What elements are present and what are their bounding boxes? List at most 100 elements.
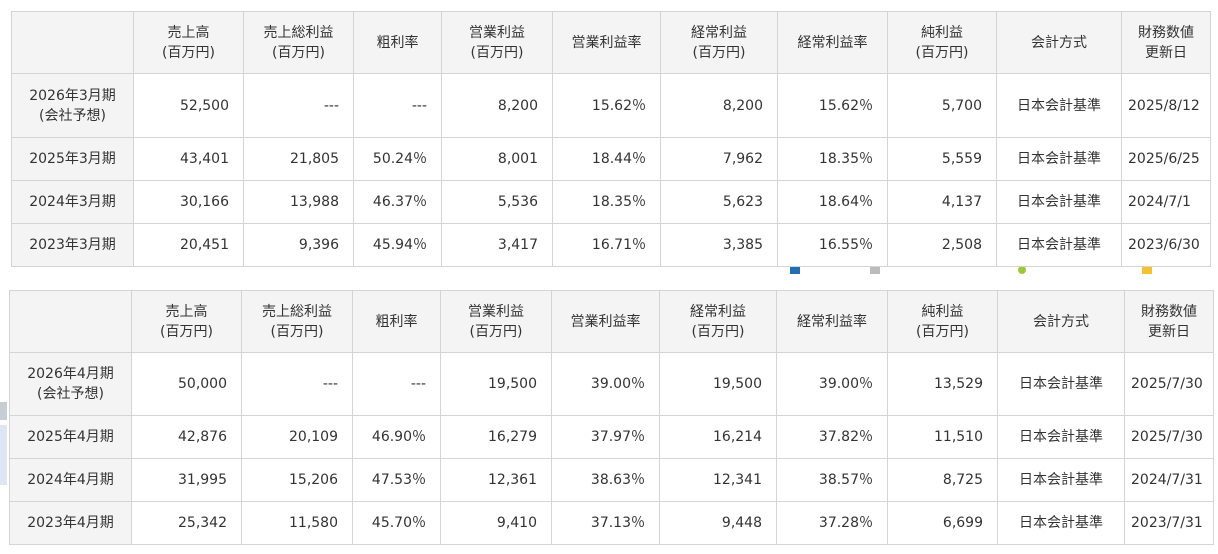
cell-operating-profit: 8,200 <box>441 73 553 138</box>
table-row: 2025年3月期 43,401 21,805 50.24％ 8,001 18.4… <box>11 137 1211 181</box>
cell-gross-margin: 50.24％ <box>353 137 442 181</box>
cell-gross-profit: --- <box>241 352 353 416</box>
col-header-net-profit: 純利益 (百万円) <box>887 11 997 74</box>
cell-gross-margin: 46.37％ <box>353 180 442 224</box>
cell-ordinary-margin: 16.55％ <box>777 223 888 267</box>
table-row: 2024年4月期 31,995 15,206 47.53％ 12,361 38.… <box>9 458 1214 502</box>
table-row: 2023年4月期 25,342 11,580 45.70％ 9,410 37.1… <box>9 501 1214 545</box>
cell-gross-margin: 45.94％ <box>353 223 442 267</box>
col-header-gross-profit: 売上総利益 (百万円) <box>243 11 354 74</box>
cell-sales: 30,166 <box>133 180 244 224</box>
col-header-gross-profit: 売上総利益 (百万円) <box>241 290 353 353</box>
cell-accounting: 日本会計基準 <box>997 501 1125 545</box>
col-header-ordinary-profit: 経常利益 (百万円) <box>659 290 777 353</box>
row-period: 2024年3月期 <box>11 180 134 224</box>
row-period: 2023年4月期 <box>9 501 132 545</box>
cell-accounting: 日本会計基準 <box>996 180 1122 224</box>
row-period: 2023年3月期 <box>11 223 134 267</box>
col-header-operating-profit: 営業利益 (百万円) <box>441 11 553 74</box>
scrollbar-track-fragment <box>0 425 7 485</box>
legend-swatch <box>1018 266 1026 274</box>
col-header-sales: 売上高 (百万円) <box>133 11 244 74</box>
cell-gross-margin: --- <box>352 352 441 416</box>
cell-operating-profit: 3,417 <box>441 223 553 267</box>
cell-net-profit: 5,700 <box>887 73 997 138</box>
cell-sales: 50,000 <box>131 352 242 416</box>
row-period: 2026年4月期 (会社予想) <box>9 352 132 416</box>
col-header-updated: 財務数値 更新日 <box>1124 290 1214 353</box>
cell-updated: 2025/6/25 <box>1121 137 1211 181</box>
cell-updated: 2023/6/30 <box>1121 223 1211 267</box>
legend-swatch <box>870 266 880 274</box>
cell-ordinary-margin: 38.57％ <box>776 458 888 502</box>
cell-sales: 20,451 <box>133 223 244 267</box>
scrollbar-fragment[interactable] <box>0 402 7 420</box>
cell-gross-margin: 47.53％ <box>352 458 441 502</box>
cell-net-profit: 5,559 <box>887 137 997 181</box>
cell-ordinary-margin: 37.82％ <box>776 415 888 459</box>
cell-operating-profit: 19,500 <box>440 352 552 416</box>
table-header-row: 売上高 (百万円) 売上総利益 (百万円) 粗利率 営業利益 (百万円) 営業利益率 … <box>11 11 1211 74</box>
col-header-operating-margin: 営業利益率 <box>551 290 660 353</box>
cell-sales: 25,342 <box>131 501 242 545</box>
col-header-gross-margin: 粗利率 <box>353 11 442 74</box>
row-period: 2026年3月期 (会社予想) <box>11 73 134 138</box>
cell-updated: 2024/7/1 <box>1121 180 1211 224</box>
cell-operating-margin: 16.71％ <box>552 223 661 267</box>
cell-ordinary-profit: 16,214 <box>659 415 777 459</box>
table-row: 2023年3月期 20,451 9,396 45.94％ 3,417 16.71… <box>11 223 1211 267</box>
col-header-net-profit: 純利益 (百万円) <box>887 290 998 353</box>
cell-sales: 43,401 <box>133 137 244 181</box>
row-period: 2024年4月期 <box>9 458 132 502</box>
cell-ordinary-profit: 8,200 <box>660 73 778 138</box>
col-header-accounting: 会計方式 <box>996 11 1122 74</box>
cell-operating-margin: 37.13％ <box>551 501 660 545</box>
col-header-ordinary-margin: 経常利益率 <box>777 11 888 74</box>
table-row: 2026年4月期 (会社予想) 50,000 --- --- 19,500 39.… <box>9 352 1214 416</box>
col-header-accounting: 会計方式 <box>997 290 1125 353</box>
cell-operating-margin: 39.00％ <box>551 352 660 416</box>
col-header-gross-margin: 粗利率 <box>352 290 441 353</box>
table-row: 2025年4月期 42,876 20,109 46.90％ 16,279 37.… <box>9 415 1214 459</box>
cell-ordinary-profit: 19,500 <box>659 352 777 416</box>
financial-table-march: 売上高 (百万円) 売上総利益 (百万円) 粗利率 営業利益 (百万円) 営業利益率 … <box>11 11 1211 267</box>
cell-operating-margin: 18.44％ <box>552 137 661 181</box>
row-period: 2025年4月期 <box>9 415 132 459</box>
cell-operating-margin: 38.63％ <box>551 458 660 502</box>
cell-gross-margin: 46.90％ <box>352 415 441 459</box>
cell-ordinary-margin: 37.28％ <box>776 501 888 545</box>
cell-gross-profit: 15,206 <box>241 458 353 502</box>
cell-gross-profit: 9,396 <box>243 223 354 267</box>
cell-gross-margin: 45.70％ <box>352 501 441 545</box>
cell-ordinary-margin: 18.64％ <box>777 180 888 224</box>
cell-ordinary-profit: 9,448 <box>659 501 777 545</box>
cell-ordinary-margin: 18.35％ <box>777 137 888 181</box>
cell-operating-margin: 18.35％ <box>552 180 661 224</box>
cell-ordinary-margin: 15.62％ <box>777 73 888 138</box>
cell-ordinary-margin: 39.00％ <box>776 352 888 416</box>
col-header-operating-profit: 営業利益 (百万円) <box>440 290 552 353</box>
cell-net-profit: 2,508 <box>887 223 997 267</box>
cell-operating-profit: 8,001 <box>441 137 553 181</box>
cell-gross-profit: 13,988 <box>243 180 354 224</box>
cell-accounting: 日本会計基準 <box>997 352 1125 416</box>
cell-updated: 2023/7/31 <box>1124 501 1214 545</box>
corner-cell <box>11 11 134 74</box>
cell-gross-profit: 20,109 <box>241 415 353 459</box>
cell-ordinary-profit: 7,962 <box>660 137 778 181</box>
cell-operating-profit: 12,361 <box>440 458 552 502</box>
cell-sales: 52,500 <box>133 73 244 138</box>
table-header-row: 売上高 (百万円) 売上総利益 (百万円) 粗利率 営業利益 (百万円) 営業利益率 … <box>9 290 1214 353</box>
cell-sales: 31,995 <box>131 458 242 502</box>
cell-net-profit: 6,699 <box>887 501 998 545</box>
cell-updated: 2024/7/31 <box>1124 458 1214 502</box>
legend-swatch <box>1142 266 1152 274</box>
cell-accounting: 日本会計基準 <box>996 73 1122 138</box>
cell-net-profit: 11,510 <box>887 415 998 459</box>
cell-net-profit: 13,529 <box>887 352 998 416</box>
legend-swatch <box>790 266 800 274</box>
cell-accounting: 日本会計基準 <box>997 458 1125 502</box>
col-header-ordinary-margin: 経常利益率 <box>776 290 888 353</box>
cell-operating-profit: 16,279 <box>440 415 552 459</box>
cell-updated: 2025/7/30 <box>1124 415 1214 459</box>
